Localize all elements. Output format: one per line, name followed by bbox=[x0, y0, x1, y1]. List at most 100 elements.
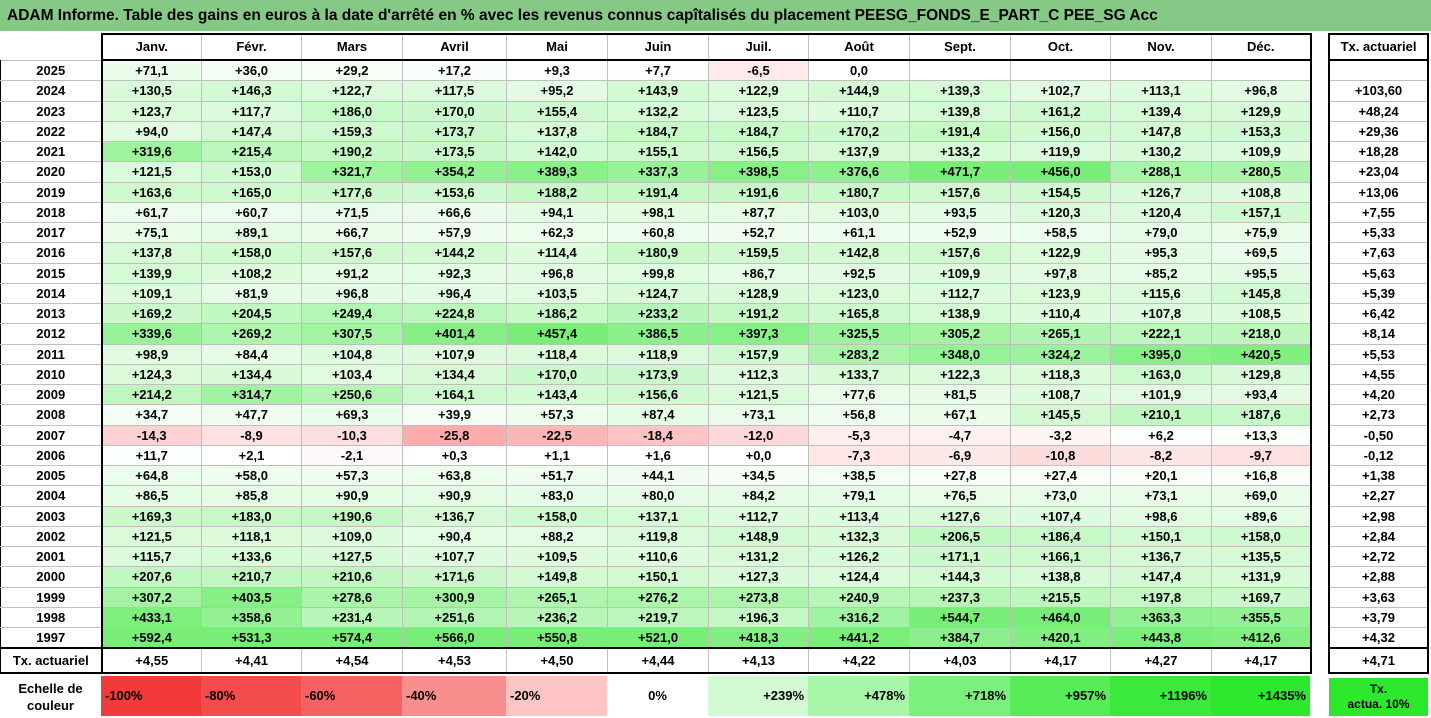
gain-cell: -2,1 bbox=[301, 444, 403, 467]
month-header: Déc. bbox=[1211, 33, 1312, 61]
gain-cell: +121,5 bbox=[101, 161, 202, 183]
gain-cell: +412,6 bbox=[1211, 627, 1312, 649]
table-row: 2018 +61,7 +60,7 +71,5 +66,6 +94,1 +98,1 +87,7 +… bbox=[0, 201, 1312, 224]
gain-cell: +190,6 bbox=[301, 505, 403, 527]
gain-cell: +112,7 bbox=[909, 282, 1011, 305]
gain-cell: +61,7 bbox=[101, 201, 202, 224]
gain-cell bbox=[909, 59, 1011, 82]
gain-cell: 0,0 bbox=[808, 59, 910, 82]
gain-cell: +153,3 bbox=[1211, 120, 1312, 143]
gain-cell: +124,3 bbox=[101, 363, 202, 386]
month-header: Oct. bbox=[1010, 33, 1111, 61]
gain-cell: +145,5 bbox=[1010, 404, 1111, 426]
gain-cell: +443,8 bbox=[1110, 627, 1212, 649]
gain-cell: +231,4 bbox=[301, 606, 403, 629]
gain-cell: +13,3 bbox=[1211, 424, 1312, 446]
gain-cell: +265,1 bbox=[1010, 323, 1111, 345]
table-row: 2017 +75,1 +89,1 +66,7 +57,9 +62,3 +60,8 +52,7 +… bbox=[0, 221, 1312, 244]
gain-cell: +76,5 bbox=[909, 485, 1011, 507]
table-row: 2022 +94,0 +147,4 +159,3 +173,7 +137,8 +184,7 +… bbox=[0, 120, 1312, 143]
gain-cell: +170,2 bbox=[808, 120, 910, 143]
table-row: 2024 +130,5 +146,3 +122,7 +117,5 +95,2 +143,9 +… bbox=[0, 80, 1312, 102]
gain-cell: +386,5 bbox=[607, 323, 709, 345]
legend-swatch: -20% bbox=[506, 676, 607, 716]
year-label: 2015 bbox=[0, 262, 103, 284]
year-label: 2017 bbox=[0, 221, 103, 244]
month-actuarial-rate: +4,22 bbox=[808, 647, 910, 675]
gain-cell: +161,2 bbox=[1010, 100, 1111, 122]
gain-cell: +110,4 bbox=[1010, 302, 1111, 325]
actuarial-rate-cell: +1,38 bbox=[1328, 464, 1429, 487]
gain-cell: +103,0 bbox=[808, 201, 910, 224]
actuarial-rate-cell: +4,20 bbox=[1328, 383, 1429, 406]
table-row: 2000 +207,6 +210,7 +210,6 +171,6 +149,8 +150,1… bbox=[0, 566, 1312, 588]
gain-cell: +276,2 bbox=[607, 586, 709, 608]
gain-cell: +249,4 bbox=[301, 302, 403, 325]
table-row: 2008 +34,7 +47,7 +69,3 +39,9 +57,3 +87,4 +73,1 +… bbox=[0, 404, 1312, 426]
gain-cell: +418,3 bbox=[708, 627, 809, 649]
gain-cell: +355,5 bbox=[1211, 606, 1312, 629]
gain-cell: +139,8 bbox=[909, 100, 1011, 122]
actuarial-rate-cell: +4,32 bbox=[1328, 627, 1429, 649]
gain-cell: +144,2 bbox=[402, 242, 507, 264]
gain-cell: +108,2 bbox=[201, 262, 302, 284]
gain-cell: +147,4 bbox=[1110, 566, 1212, 588]
year-label: 2001 bbox=[0, 545, 103, 568]
month-header: Févr. bbox=[201, 33, 302, 61]
gain-cell: +1,1 bbox=[506, 444, 608, 467]
gain-cell: +120,3 bbox=[1010, 201, 1111, 224]
gain-cell: +73,1 bbox=[1110, 485, 1212, 507]
legend-swatch: +1435% bbox=[1211, 676, 1310, 716]
gain-cell: +215,4 bbox=[201, 140, 302, 163]
actuarial-rate-cell: +2,88 bbox=[1328, 566, 1429, 588]
gain-cell: +107,9 bbox=[402, 343, 507, 365]
gain-cell: +16,8 bbox=[1211, 464, 1312, 487]
gain-cell: +521,0 bbox=[607, 627, 709, 649]
gain-cell: +544,7 bbox=[909, 606, 1011, 629]
table-row: 2004 +86,5 +85,8 +90,9 +90,9 +83,0 +80,0 +84,2 +… bbox=[0, 485, 1312, 507]
actuarial-rate-cell: +29,36 bbox=[1328, 120, 1429, 143]
gain-cell: +110,6 bbox=[607, 545, 709, 568]
gain-cell: +103,5 bbox=[506, 282, 608, 305]
gain-cell: +251,6 bbox=[402, 606, 507, 629]
gain-cell: +159,5 bbox=[708, 242, 809, 264]
gain-cell: +156,0 bbox=[1010, 120, 1111, 143]
gain-cell: +123,9 bbox=[1010, 282, 1111, 305]
gain-cell: +103,4 bbox=[301, 363, 403, 386]
gain-cell: +142,8 bbox=[808, 242, 910, 264]
gain-cell: +339,6 bbox=[101, 323, 202, 345]
gain-cell: +158,0 bbox=[1211, 525, 1312, 548]
table-row: 2025 +71,1 +36,0 +29,2 +17,2 +9,3 +7,7 -6,5 0,0 bbox=[0, 59, 1312, 82]
gain-cell: +73,0 bbox=[1010, 485, 1111, 507]
gain-cell: +283,2 bbox=[808, 343, 910, 365]
gain-cell: +17,2 bbox=[402, 59, 507, 82]
gain-cell: -5,3 bbox=[808, 424, 910, 446]
actuarial-rate-cell: +5,53 bbox=[1328, 343, 1429, 365]
gain-cell: +93,5 bbox=[909, 201, 1011, 224]
gain-cell: +240,9 bbox=[808, 586, 910, 608]
legend-swatch: +239% bbox=[708, 676, 808, 716]
gain-cell: +108,8 bbox=[1211, 181, 1312, 203]
gain-cell: +115,6 bbox=[1110, 282, 1212, 305]
month-header: Mars bbox=[301, 33, 403, 61]
year-label: 2000 bbox=[0, 566, 103, 588]
gain-cell: +191,2 bbox=[708, 302, 809, 325]
gain-cell: +95,2 bbox=[506, 80, 608, 102]
side-header: Tx. actuariel bbox=[1328, 33, 1429, 61]
gain-cell: +132,3 bbox=[808, 525, 910, 548]
year-label: 2021 bbox=[0, 140, 103, 163]
gain-cell: +104,8 bbox=[301, 343, 403, 365]
gain-cell: -22,5 bbox=[506, 424, 608, 446]
gain-cell: +126,2 bbox=[808, 545, 910, 568]
gain-cell: +92,3 bbox=[402, 262, 507, 284]
gain-cell: +86,7 bbox=[708, 262, 809, 284]
gain-cell: +134,4 bbox=[402, 363, 507, 386]
actuarial-rate-cell: +2,72 bbox=[1328, 545, 1429, 568]
gain-cell: +324,2 bbox=[1010, 343, 1111, 365]
gain-cell: +96,8 bbox=[1211, 80, 1312, 102]
gain-cell: +210,7 bbox=[201, 566, 302, 588]
table-row: 2011 +98,9 +84,4 +104,8 +107,9 +118,4 +118,9 +1… bbox=[0, 343, 1312, 365]
month-actuarial-rate: +4,55 bbox=[101, 647, 202, 675]
gain-cell: -3,2 bbox=[1010, 424, 1111, 446]
year-label: 2011 bbox=[0, 343, 103, 365]
